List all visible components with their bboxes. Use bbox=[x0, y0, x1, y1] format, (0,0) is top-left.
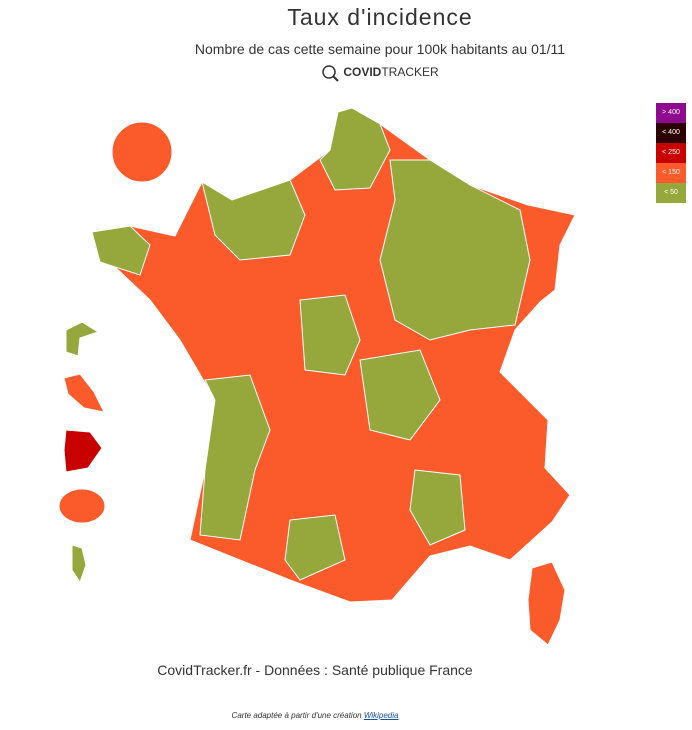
brand-icon bbox=[322, 65, 340, 82]
mayotte bbox=[71, 544, 87, 584]
legend-item: < 250 bbox=[656, 143, 686, 163]
legend-item: > 400 bbox=[656, 103, 686, 123]
region bbox=[199, 374, 271, 541]
region bbox=[319, 107, 391, 191]
brand: COVIDTRACKER bbox=[0, 64, 692, 82]
martinique bbox=[63, 373, 105, 413]
france bbox=[58, 107, 576, 646]
guyane bbox=[63, 429, 103, 473]
legend-item: < 50 bbox=[656, 183, 686, 203]
corsica bbox=[527, 561, 566, 646]
reunion bbox=[58, 488, 106, 524]
guadeloupe bbox=[65, 321, 100, 357]
brand-bold: COVID bbox=[343, 65, 382, 80]
region bbox=[359, 349, 441, 441]
title: Taux d'incidence bbox=[287, 4, 473, 30]
region bbox=[379, 159, 531, 341]
region bbox=[299, 294, 361, 376]
credit-text: Carte adaptée à partir d'une création bbox=[231, 711, 362, 720]
region bbox=[409, 469, 466, 546]
region bbox=[201, 179, 306, 261]
region bbox=[284, 514, 346, 581]
legend: > 400 < 400 < 250 < 150 < 50 bbox=[656, 103, 686, 203]
region bbox=[91, 225, 151, 276]
legend-item: < 150 bbox=[656, 163, 686, 183]
source: CovidTracker.fr - Données : Santé publiq… bbox=[157, 662, 473, 678]
credit: Carte adaptée à partir d'une création Wi… bbox=[0, 711, 630, 720]
credit-link[interactable]: Wikipedia bbox=[363, 711, 399, 720]
legend-item: < 400 bbox=[656, 123, 686, 143]
brand-rest: TRACKER bbox=[381, 65, 439, 80]
paris-inset bbox=[111, 121, 173, 183]
subtitle: Nombre de cas cette semaine pour 100k ha… bbox=[194, 41, 566, 57]
